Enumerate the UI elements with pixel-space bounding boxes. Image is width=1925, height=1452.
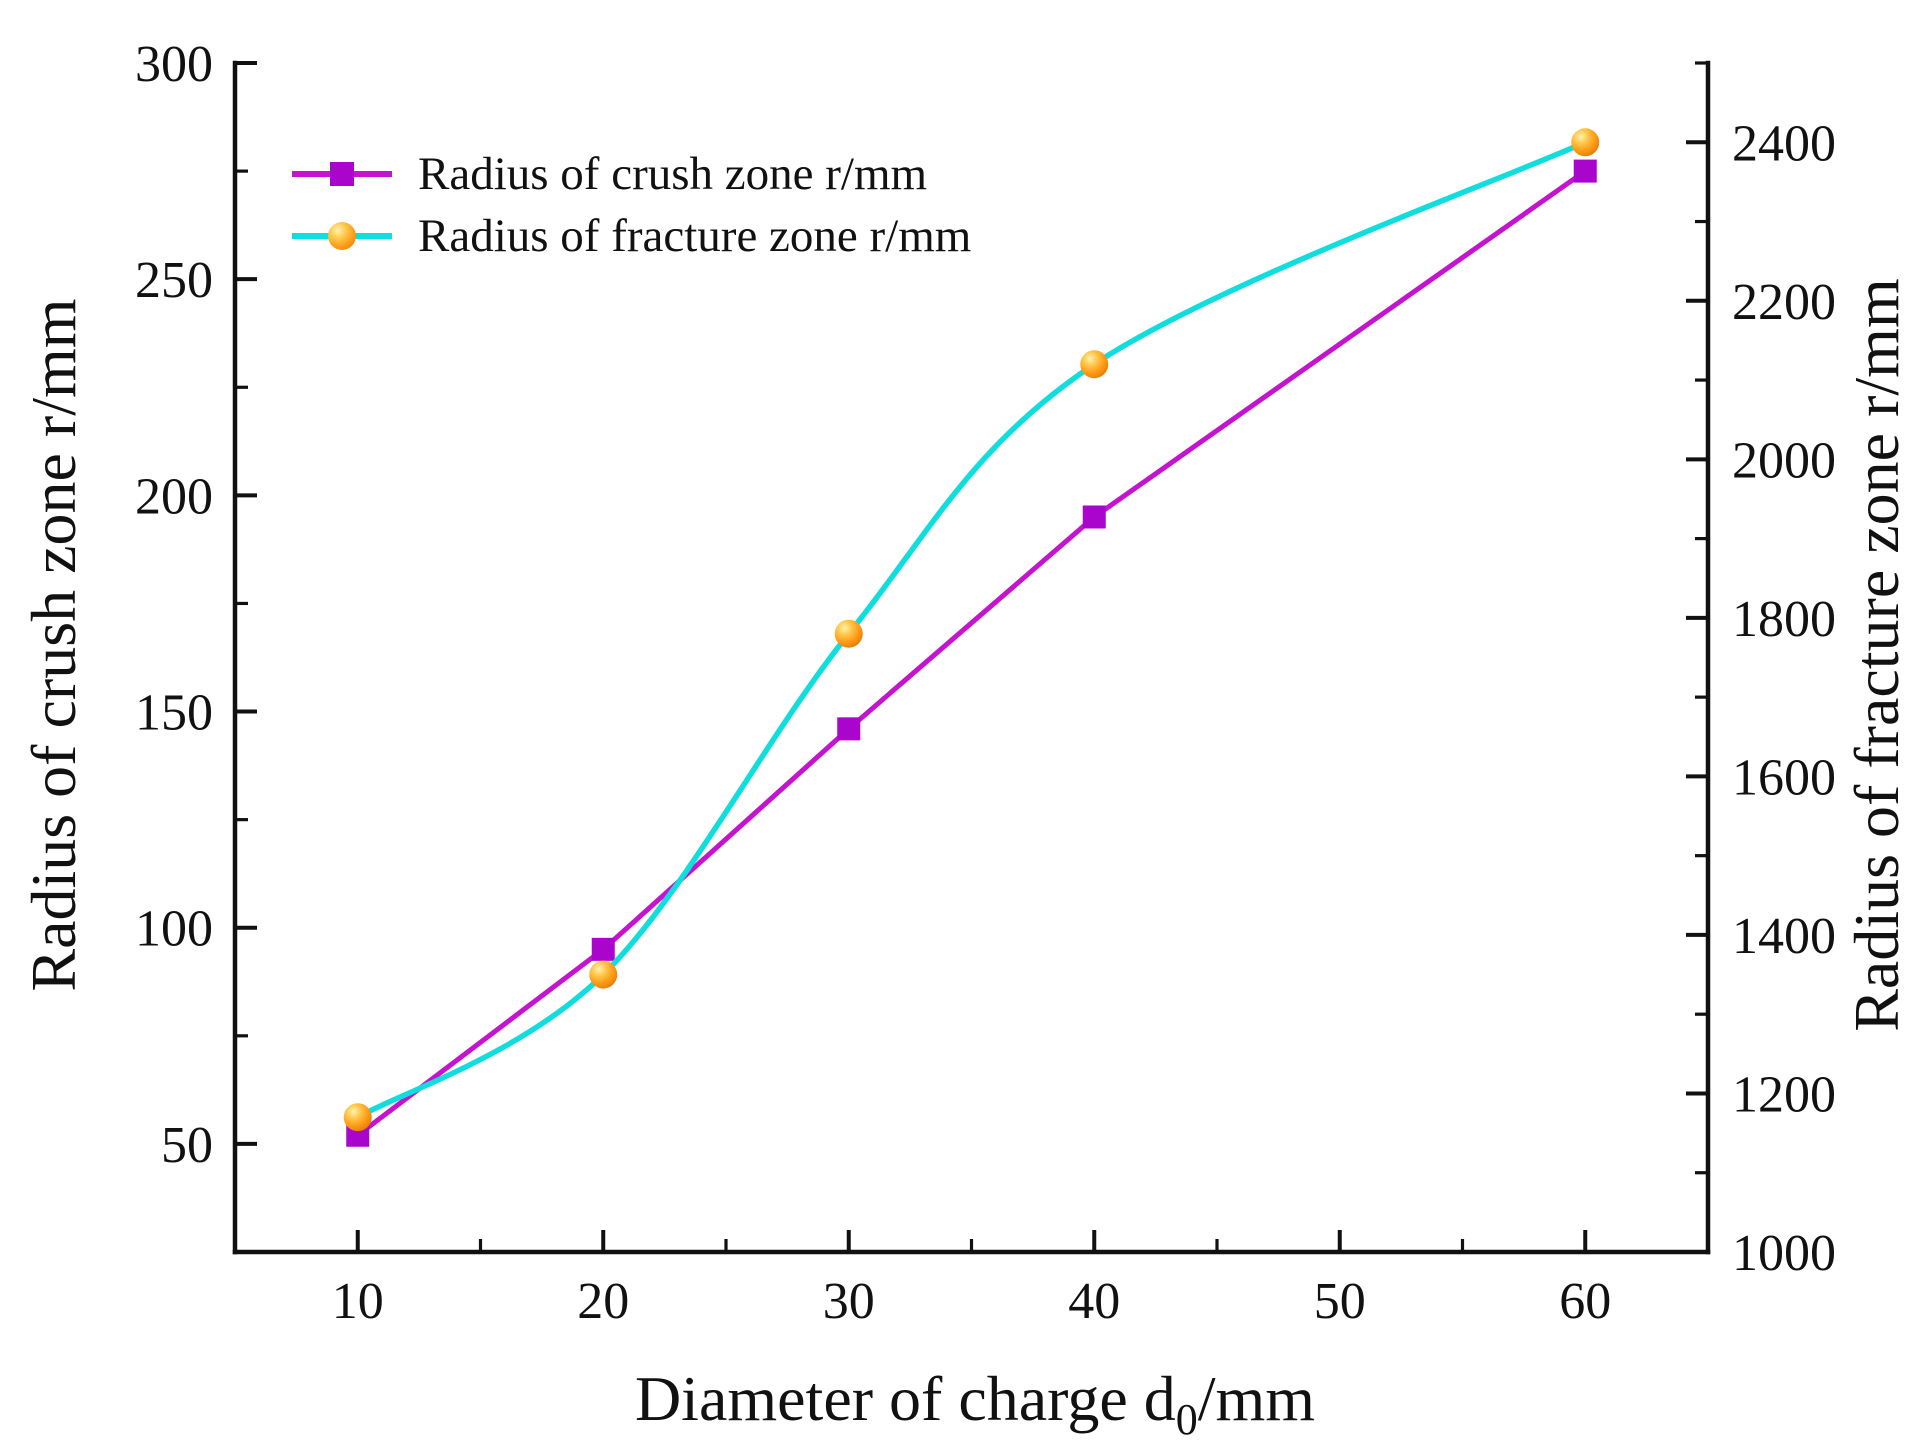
fracture-marker xyxy=(834,619,863,648)
crush-line xyxy=(356,169,1587,1138)
right-tick-label: 1200 xyxy=(1732,1066,1836,1123)
left-tick-label: 300 xyxy=(135,36,213,93)
left-axis-title: Radius of crush zone r/mm xyxy=(18,298,89,991)
right-tick-label: 2400 xyxy=(1732,115,1836,172)
crush-marker xyxy=(837,717,861,741)
x-tick-label: 60 xyxy=(1559,1273,1611,1330)
right-tick-label: 1000 xyxy=(1732,1225,1836,1282)
axes: 10 20 30 40 50 60 300 250 200 150 100 50 2400 2200 200… xyxy=(135,36,1836,1330)
crush-marker xyxy=(591,937,615,961)
x-tick-label: 40 xyxy=(1068,1273,1120,1330)
left-tick-label: 150 xyxy=(135,685,213,742)
sphere-marker-icon xyxy=(328,222,356,250)
fracture-legend-swatch xyxy=(292,222,392,250)
axis-titles: Diameter of charge d0/mm Radius of crush… xyxy=(18,278,1912,1444)
right-tick-label: 2200 xyxy=(1732,274,1836,331)
left-tick-label: 50 xyxy=(161,1117,213,1174)
x-tick-label: 10 xyxy=(332,1273,384,1330)
right-tick-label: 1800 xyxy=(1732,591,1836,648)
legend-item-fracture: Radius of fracture zone r/mm xyxy=(292,205,971,267)
legend-label-fracture: Radius of fracture zone r/mm xyxy=(418,209,972,262)
square-marker-icon xyxy=(330,162,354,186)
legend-item-crush: Radius of crush zone r/mm xyxy=(292,143,971,205)
x-tick-label: 20 xyxy=(577,1273,629,1330)
crush-legend-swatch xyxy=(292,162,392,186)
fracture-curve xyxy=(356,139,1587,1120)
x-tick-label: 30 xyxy=(823,1273,875,1330)
fracture-marker xyxy=(343,1103,372,1132)
x-axis-title: Diameter of charge d0/mm xyxy=(635,1363,1315,1444)
left-tick-label: 100 xyxy=(135,901,213,958)
x-tick-label: 50 xyxy=(1314,1273,1366,1330)
right-tick-label: 1400 xyxy=(1732,908,1836,965)
crush-marker xyxy=(1573,159,1597,183)
fracture-marker xyxy=(589,960,618,989)
fracture-marker xyxy=(1080,350,1109,379)
legend-label-crush: Radius of crush zone r/mm xyxy=(418,147,928,200)
fracture-marker xyxy=(1571,128,1600,157)
right-tick-label: 2000 xyxy=(1732,432,1836,489)
legend: Radius of crush zone r/mm Radius of frac… xyxy=(292,143,971,267)
left-tick-label: 250 xyxy=(135,252,213,309)
crush-marker xyxy=(1082,505,1106,529)
series xyxy=(343,128,1600,1147)
right-axis-title: Radius of fracture zone r/mm xyxy=(1841,278,1912,1032)
left-tick-label: 200 xyxy=(135,468,213,525)
right-tick-label: 1600 xyxy=(1732,749,1836,806)
